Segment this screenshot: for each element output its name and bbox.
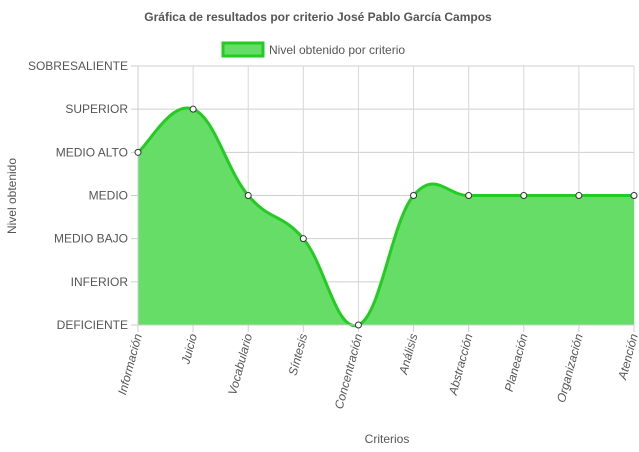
x-tick-label: Análisis [396,332,420,377]
y-axis-title: Nivel obtenido [5,158,19,234]
x-tick-label: Organización [554,332,586,404]
x-tick-label: Vocabulario [225,332,255,397]
data-point[interactable] [189,105,197,113]
data-point[interactable] [575,192,583,199]
chart-title: Gráfica de resultados por criterio José … [144,10,492,24]
y-tick-label: MEDIO BAJO [54,232,128,246]
y-tick-label: INFERIOR [71,275,129,289]
series-area [136,66,634,328]
y-tick-label: SUPERIOR [65,102,128,116]
y-tick-label: DEFICIENTE [57,318,128,332]
data-point[interactable] [630,192,638,199]
data-point[interactable] [410,192,418,199]
x-tick-label: Juicio [178,332,200,367]
x-axis-title: Criterios [365,432,410,446]
data-point[interactable] [465,192,473,199]
data-point[interactable] [134,148,142,156]
data-point[interactable] [520,192,528,199]
legend-swatch [221,41,265,58]
data-point[interactable] [299,235,307,243]
y-tick-label: MEDIO ALTO [56,145,128,159]
series-points [134,105,638,329]
data-point[interactable] [244,192,252,199]
x-tick-label: Planeación [502,332,531,393]
series-line [136,106,634,328]
legend[interactable]: Nivel obtenido por criterio [221,41,405,58]
x-tick-label: Atención [615,332,639,382]
y-tick-label: MEDIO [89,189,128,203]
data-point[interactable] [354,321,362,329]
x-tick-label: Información [115,332,145,396]
x-tick-labels: Información Juicio Vocabulario Síntesis Conc… [115,332,639,411]
legend-label: Nivel obtenido por criterio [269,43,405,57]
series-area-fill [138,108,634,326]
x-tick-label: Síntesis [286,332,311,377]
y-tick-labels: DEFICIENTE INFERIOR MEDIO BAJO MEDIO MEDIO A… [28,59,128,332]
x-tick-label: Abstracción [446,332,476,397]
x-tick-label: Concentración [332,332,366,411]
y-tick-label: SOBRESALIENTE [28,59,128,73]
